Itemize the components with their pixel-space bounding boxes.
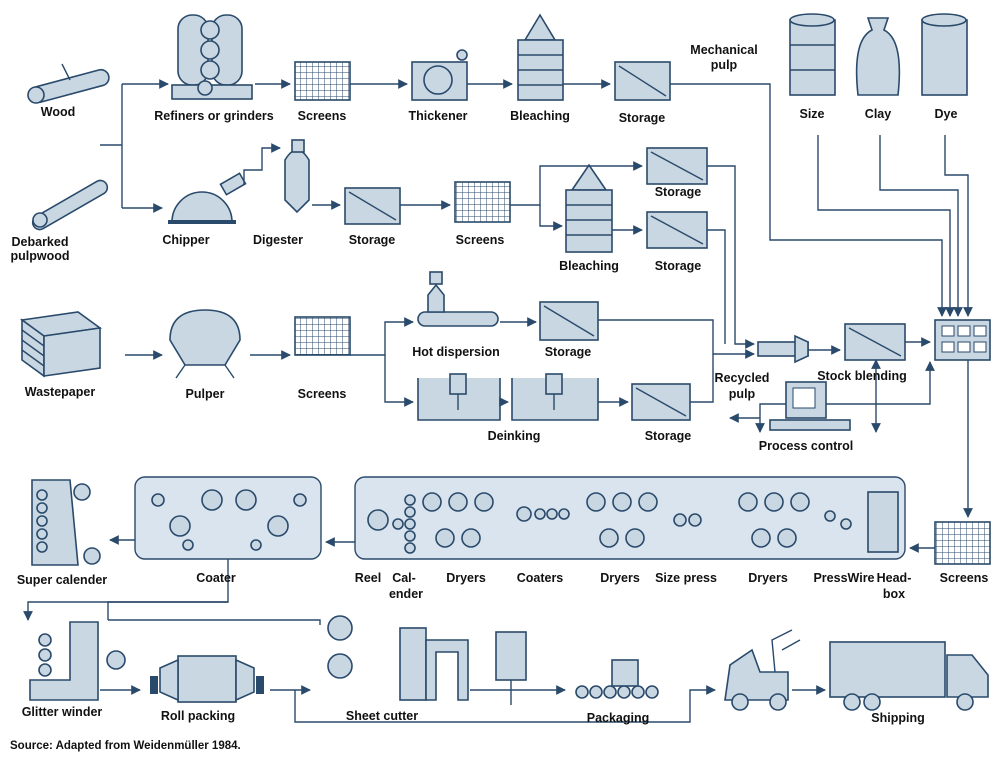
super-calender-icon: [32, 480, 100, 565]
screens-icon: [935, 522, 990, 564]
truck-icon: [830, 642, 988, 710]
node-label: Deinking: [488, 429, 541, 443]
wood-icon: [28, 64, 111, 104]
glitter-winder-icon: [30, 622, 125, 700]
storage-icon: [540, 302, 598, 340]
node-label: Sheet cutter: [346, 709, 418, 723]
coater-panel: [135, 477, 321, 559]
pulpwood-icon: [30, 178, 110, 232]
node-label: Thickener: [408, 109, 467, 123]
node-label: Screens: [298, 387, 347, 401]
size-icon: [790, 14, 835, 95]
diagram: Wood Refiners or grinders Screens Thicke…: [0, 0, 993, 762]
node-label: pulp: [729, 387, 756, 401]
node-label: Storage: [545, 345, 592, 359]
bleaching-icon: [566, 165, 612, 252]
node-label: Storage: [655, 185, 702, 199]
storage-icon: [845, 324, 905, 360]
hot-dispersion-icon: [418, 272, 498, 326]
node-label: pulpwood: [10, 249, 69, 263]
node-label: ender: [389, 587, 423, 601]
pulper-icon: [170, 310, 240, 378]
mixer-icon: [758, 336, 808, 362]
node-label: Storage: [645, 429, 692, 443]
node-label: Debarked: [12, 235, 69, 249]
node-label: Hot dispersion: [412, 345, 500, 359]
node-label: Recycled: [715, 371, 770, 385]
node-label: Packaging: [587, 711, 650, 725]
sheet-cutter-icon: [328, 616, 468, 700]
node-label: Wastepaper: [25, 385, 96, 399]
node-label: Storage: [655, 259, 702, 273]
node-label: Glitter winder: [22, 705, 103, 719]
roll-packing-icon: [150, 656, 264, 702]
node-label: Bleaching: [559, 259, 619, 273]
node-label: Digester: [253, 233, 303, 247]
dye-icon: [922, 14, 967, 95]
node-label: Bleaching: [510, 109, 570, 123]
node-label: Stock blending: [817, 369, 907, 383]
node-label: Screens: [456, 233, 505, 247]
node-label: Pulper: [186, 387, 225, 401]
node-label: Clay: [865, 107, 891, 121]
node-label: Super calender: [17, 573, 107, 587]
source-note: Source: Adapted from Weidenmüller 1984.: [10, 740, 241, 752]
node-label: Process control: [759, 439, 853, 453]
node-label: Refiners or grinders: [154, 109, 274, 123]
control-panel-icon: [935, 320, 990, 360]
clay-icon: [857, 18, 900, 95]
node-label: Dye: [935, 107, 958, 121]
digester-icon: [285, 140, 309, 212]
storage-icon: [647, 148, 707, 184]
forklift-icon: [725, 630, 800, 710]
node-label: Coaters: [517, 571, 564, 585]
node-label: Dryers: [446, 571, 486, 585]
storage-icon: [345, 188, 400, 224]
node-label: Dryers: [600, 571, 640, 585]
screens-icon: [295, 62, 350, 100]
node-label: Storage: [619, 111, 666, 125]
screens-icon: [455, 182, 510, 222]
refiners-icon: [172, 15, 252, 99]
storage-icon: [632, 384, 690, 420]
node-label: Shipping: [871, 711, 924, 725]
packaging-icon: [496, 632, 658, 705]
node-label: Mechanical: [690, 43, 757, 57]
deinking-icon: [418, 374, 598, 420]
node-label: Coater: [196, 571, 236, 585]
node-label: Size press: [655, 571, 717, 585]
chipper-icon: [168, 173, 246, 224]
node-label: Size: [799, 107, 824, 121]
node-label: box: [883, 587, 905, 601]
node-label: Cal-: [392, 571, 416, 585]
wastepaper-icon: [22, 312, 100, 376]
node-label: Screens: [298, 109, 347, 123]
computer-icon: [770, 382, 850, 430]
storage-icon: [615, 62, 670, 100]
node-label: Head-: [877, 571, 912, 585]
node-label: Dryers: [748, 571, 788, 585]
node-label: PressWire: [813, 571, 874, 585]
node-label: Chipper: [162, 233, 209, 247]
storage-icon: [647, 212, 707, 248]
node-label: Storage: [349, 233, 396, 247]
node-label: Roll packing: [161, 709, 235, 723]
node-label: pulp: [711, 58, 738, 72]
node-label: Reel: [355, 571, 381, 585]
bleaching-icon: [518, 15, 563, 100]
thickener-icon: [412, 50, 467, 100]
node-label: Wood: [41, 105, 75, 119]
node-label: Screens: [940, 571, 989, 585]
machine-panel: [355, 477, 905, 559]
screens-icon: [295, 317, 350, 355]
